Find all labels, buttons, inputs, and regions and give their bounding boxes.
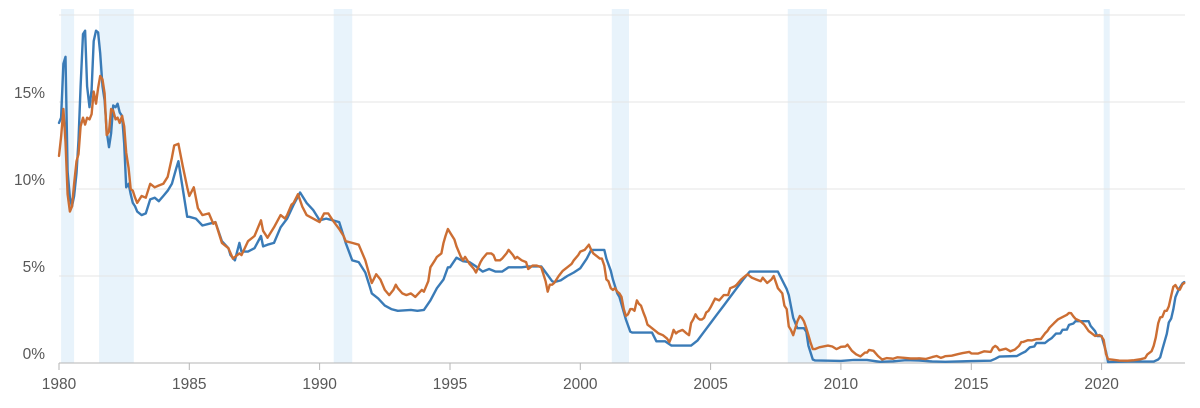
recession-band xyxy=(787,9,827,363)
x-axis-label: 1990 xyxy=(302,376,337,393)
series-orange-line xyxy=(57,74,1186,362)
recession-band xyxy=(611,9,629,363)
recession-band xyxy=(1103,9,1110,363)
x-axis-label: 1995 xyxy=(433,376,467,393)
x-axis-label: 2015 xyxy=(954,376,988,393)
x-axis-label: 2010 xyxy=(824,376,859,393)
x-axis-label: 2000 xyxy=(563,376,598,393)
series-blue-line xyxy=(57,29,1186,364)
x-axis-label: 1980 xyxy=(42,376,77,393)
x-axis-label: 2005 xyxy=(693,376,727,393)
y-axis-label: 10% xyxy=(14,172,45,189)
recession-band xyxy=(333,9,353,363)
y-axis-label: 0% xyxy=(23,346,46,363)
x-axis-label: 1985 xyxy=(172,376,206,393)
y-axis-label: 5% xyxy=(23,259,46,276)
x-axis-label: 2020 xyxy=(1084,376,1119,393)
y-axis-label: 15% xyxy=(14,85,45,102)
